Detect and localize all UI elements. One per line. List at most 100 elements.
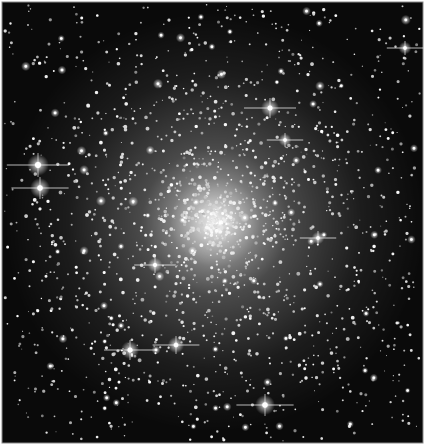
star (399, 142, 403, 146)
star (55, 431, 57, 433)
star (41, 327, 43, 329)
star (353, 266, 356, 269)
bright-star (267, 105, 273, 111)
star (249, 181, 252, 185)
star (96, 400, 99, 402)
bright-star (318, 84, 322, 88)
bright-star (220, 72, 223, 76)
star (119, 116, 123, 120)
bright-star (82, 249, 86, 253)
star (123, 423, 126, 426)
star (229, 18, 232, 21)
star (372, 326, 376, 330)
star (27, 416, 30, 419)
star (75, 336, 78, 339)
star (188, 26, 191, 29)
star (121, 319, 125, 322)
star (350, 73, 353, 76)
star (239, 272, 243, 276)
star (355, 273, 358, 276)
star (80, 20, 84, 24)
star (50, 233, 54, 238)
star (134, 31, 138, 36)
star (109, 344, 111, 346)
star (153, 273, 155, 276)
star (87, 210, 92, 214)
star (348, 390, 352, 393)
star (198, 157, 200, 160)
star (247, 310, 250, 313)
star (207, 308, 211, 313)
bright-star (148, 148, 152, 152)
star (284, 125, 286, 128)
star (53, 368, 55, 370)
star (108, 266, 111, 269)
star (357, 279, 360, 283)
star (412, 281, 415, 284)
star (381, 339, 384, 342)
star (331, 258, 333, 260)
star (135, 54, 139, 57)
star (368, 128, 372, 132)
star (217, 86, 219, 88)
star (68, 141, 72, 144)
star (170, 261, 173, 264)
star (165, 230, 168, 233)
star (293, 200, 295, 202)
star (193, 405, 198, 410)
star (143, 261, 147, 265)
bright-star (102, 304, 106, 308)
star (141, 163, 144, 166)
star (126, 157, 129, 160)
star (296, 62, 300, 65)
star (131, 108, 133, 110)
star (259, 206, 262, 210)
star (115, 273, 118, 275)
star (317, 130, 319, 132)
bright-star (61, 337, 65, 341)
star (82, 59, 85, 62)
star (100, 117, 103, 120)
star (41, 375, 43, 377)
star (347, 150, 350, 154)
star (27, 387, 30, 390)
star (192, 162, 196, 166)
star (70, 327, 72, 329)
star (129, 178, 132, 181)
star (7, 31, 11, 34)
star (333, 178, 338, 182)
star (391, 252, 395, 256)
star (292, 310, 295, 313)
star (28, 10, 30, 12)
star (219, 364, 221, 366)
star (408, 207, 411, 210)
star (148, 198, 150, 200)
star (119, 160, 124, 164)
star (31, 202, 34, 206)
star (117, 32, 121, 36)
star (3, 29, 7, 33)
star (248, 317, 252, 320)
star (175, 85, 178, 87)
star (211, 301, 214, 303)
star (253, 174, 256, 177)
star (150, 230, 153, 233)
star (27, 311, 30, 313)
star (163, 23, 165, 25)
star (202, 158, 204, 160)
star (131, 421, 133, 423)
star (331, 195, 334, 199)
star (409, 205, 411, 208)
star (112, 252, 117, 257)
star (244, 139, 246, 142)
star (226, 5, 228, 7)
star (358, 176, 361, 179)
star (355, 101, 358, 105)
bright-star (284, 337, 288, 340)
star (174, 187, 176, 189)
star (285, 296, 289, 300)
star (186, 112, 189, 116)
star (298, 73, 301, 75)
star (287, 60, 290, 62)
star (388, 283, 392, 287)
